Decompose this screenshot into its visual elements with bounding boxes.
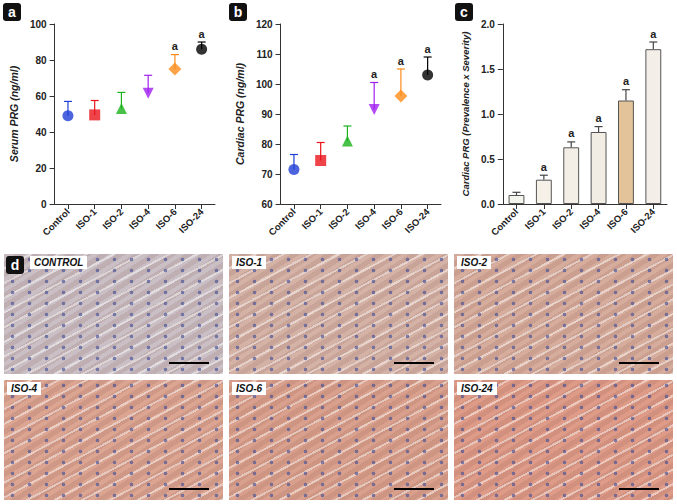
svg-text:ISO-24: ISO-24 [176,206,206,236]
svg-text:0: 0 [41,199,47,210]
svg-text:Serum PRG (ng/ml): Serum PRG (ng/ml) [8,65,20,162]
svg-text:ISO-4: ISO-4 [577,206,603,232]
html-text:ISO-1: ISO-1 [236,257,263,268]
svg-text:a: a [623,75,630,87]
svg-text:0.0: 0.0 [481,199,495,210]
svg-text:40: 40 [35,127,47,138]
svg-text:ISO-24: ISO-24 [628,206,658,236]
svg-text:90: 90 [261,109,273,120]
svg-text:100: 100 [30,19,47,30]
svg-text:1.5: 1.5 [481,64,495,75]
svg-text:Control: Control [40,206,72,238]
svg-text:Cardiac PRG (ng/ml): Cardiac PRG (ng/ml) [234,62,246,165]
svg-text:ISO-6: ISO-6 [153,206,178,231]
html-text:a: a [8,4,16,20]
svg-text:ISO-2: ISO-2 [550,206,575,231]
svg-text:2.0: 2.0 [481,19,495,30]
svg-text:a: a [199,28,206,40]
html-text:c: c [460,4,468,20]
svg-text:60: 60 [261,199,273,210]
svg-text:ISO-6: ISO-6 [605,206,630,231]
svg-text:0.5: 0.5 [481,154,495,165]
svg-text:ISO-4: ISO-4 [127,206,153,232]
html-text:d: d [10,257,20,273]
svg-text:60: 60 [35,91,47,102]
html-text:ISO-24: ISO-24 [461,383,493,394]
svg-text:Control: Control [489,206,521,238]
svg-text:ISO-1: ISO-1 [299,206,325,232]
html-text:ISO-6: ISO-6 [236,383,263,394]
svg-text:ISO-2: ISO-2 [326,206,351,231]
html-text:ISO-2: ISO-2 [461,257,488,268]
svg-text:80: 80 [35,55,47,66]
svg-text:20: 20 [35,163,47,174]
svg-text:ISO-6: ISO-6 [379,206,404,231]
svg-text:Cardiac PRG (Prevalence x Seve: Cardiac PRG (Prevalence x Severity) [460,32,471,197]
svg-text:a: a [650,28,657,40]
svg-text:100: 100 [256,79,273,90]
html-text:CONTROL: CONTROL [34,257,84,268]
svg-text:ISO-2: ISO-2 [100,206,125,231]
svg-text:1.0: 1.0 [481,109,495,120]
html-text:b: b [233,4,243,20]
svg-text:a: a [398,55,405,67]
svg-text:a: a [425,43,432,55]
svg-text:a: a [596,112,603,124]
svg-text:ISO-1: ISO-1 [73,206,99,232]
svg-text:a: a [172,40,179,52]
svg-text:80: 80 [261,139,273,150]
svg-text:ISO-24: ISO-24 [402,206,432,236]
svg-text:120: 120 [256,19,273,30]
html-text:ISO-4: ISO-4 [11,383,38,394]
svg-text:ISO-1: ISO-1 [522,206,548,232]
svg-text:a: a [541,161,548,173]
svg-text:Control: Control [266,206,298,238]
svg-text:a: a [568,127,575,139]
svg-text:a: a [371,68,378,80]
svg-text:ISO-4: ISO-4 [353,206,379,232]
svg-text:70: 70 [261,169,273,180]
svg-text:110: 110 [256,49,273,60]
